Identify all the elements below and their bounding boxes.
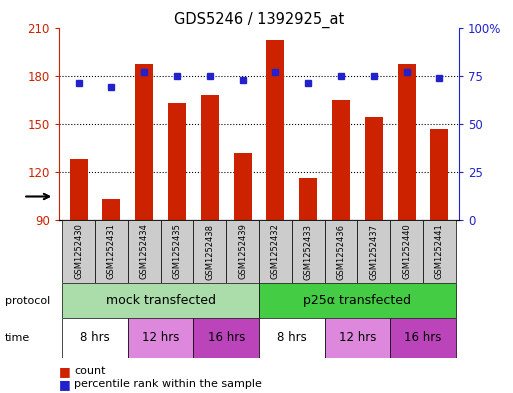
- Bar: [226, 220, 259, 283]
- Text: percentile rank within the sample: percentile rank within the sample: [74, 379, 262, 389]
- Bar: [128, 318, 193, 358]
- Bar: [95, 220, 128, 283]
- Text: 16 hrs: 16 hrs: [404, 331, 442, 345]
- Bar: [62, 318, 128, 358]
- Text: GSM1252439: GSM1252439: [238, 224, 247, 279]
- Bar: [332, 100, 350, 220]
- Text: GSM1252430: GSM1252430: [74, 224, 83, 279]
- Bar: [135, 64, 153, 220]
- Bar: [398, 64, 416, 220]
- Text: GSM1252432: GSM1252432: [271, 224, 280, 279]
- Text: 16 hrs: 16 hrs: [208, 331, 245, 345]
- Bar: [430, 129, 448, 220]
- Bar: [103, 199, 121, 220]
- Text: GSM1252431: GSM1252431: [107, 224, 116, 279]
- Bar: [201, 95, 219, 220]
- Bar: [390, 318, 456, 358]
- Text: GSM1252434: GSM1252434: [140, 224, 149, 279]
- Text: time: time: [5, 333, 30, 343]
- Text: mock transfected: mock transfected: [106, 294, 215, 307]
- Text: GSM1252441: GSM1252441: [435, 224, 444, 279]
- Bar: [161, 220, 193, 283]
- Title: GDS5246 / 1392925_at: GDS5246 / 1392925_at: [174, 11, 344, 28]
- Bar: [292, 220, 325, 283]
- Bar: [325, 318, 390, 358]
- Bar: [62, 220, 95, 283]
- Bar: [233, 153, 252, 220]
- Text: ■: ■: [59, 365, 71, 378]
- Text: count: count: [74, 366, 106, 376]
- Bar: [325, 220, 358, 283]
- Bar: [423, 220, 456, 283]
- Bar: [390, 220, 423, 283]
- Text: GSM1252438: GSM1252438: [205, 224, 214, 279]
- Text: p25α transfected: p25α transfected: [304, 294, 411, 307]
- Text: 8 hrs: 8 hrs: [277, 331, 307, 345]
- Bar: [358, 220, 390, 283]
- Text: ■: ■: [59, 378, 71, 391]
- Bar: [299, 178, 317, 220]
- Text: GSM1252436: GSM1252436: [337, 224, 346, 279]
- Text: GSM1252433: GSM1252433: [304, 224, 313, 279]
- Bar: [168, 103, 186, 220]
- Bar: [128, 220, 161, 283]
- Text: protocol: protocol: [5, 296, 50, 306]
- Bar: [365, 118, 383, 220]
- Text: GSM1252435: GSM1252435: [172, 224, 182, 279]
- Bar: [193, 318, 259, 358]
- Bar: [259, 318, 325, 358]
- Bar: [259, 283, 456, 318]
- Bar: [62, 283, 259, 318]
- Text: GSM1252440: GSM1252440: [402, 224, 411, 279]
- Bar: [70, 159, 88, 220]
- Text: GSM1252437: GSM1252437: [369, 224, 379, 279]
- Text: 12 hrs: 12 hrs: [339, 331, 376, 345]
- Text: 12 hrs: 12 hrs: [142, 331, 180, 345]
- Text: 8 hrs: 8 hrs: [80, 331, 110, 345]
- Bar: [266, 40, 285, 220]
- Bar: [193, 220, 226, 283]
- Bar: [259, 220, 292, 283]
